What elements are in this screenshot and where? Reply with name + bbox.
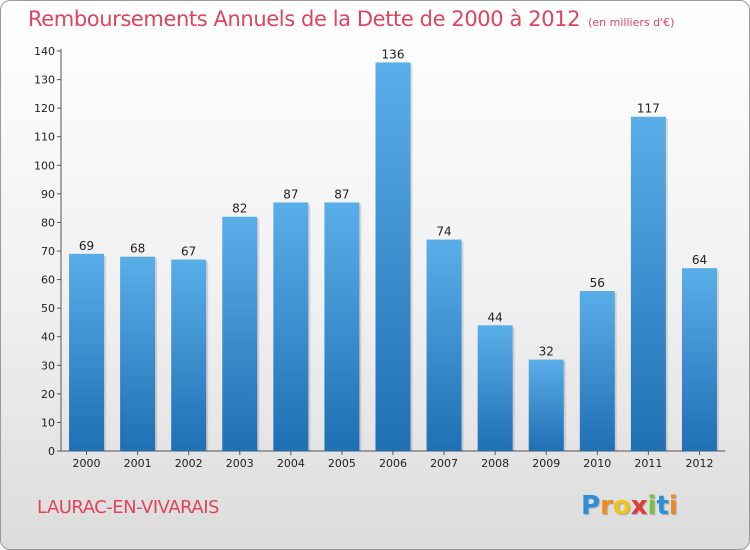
y-tick-label: 30 <box>41 359 55 372</box>
x-tick-label: 2002 <box>175 457 203 470</box>
y-tick-label: 120 <box>34 102 55 115</box>
y-tick-label: 70 <box>41 245 55 258</box>
x-tick-label: 2007 <box>430 457 458 470</box>
bar <box>120 256 156 451</box>
bar-value-label: 68 <box>130 242 145 256</box>
bar-value-label: 87 <box>334 187 349 201</box>
logo-letter: r <box>600 491 613 521</box>
bar-value-label: 69 <box>79 239 94 253</box>
y-tick-label: 0 <box>48 445 55 458</box>
x-tick-label: 2008 <box>481 457 509 470</box>
bar-value-label: 136 <box>382 47 405 61</box>
bar <box>171 259 207 451</box>
bar <box>273 202 309 451</box>
bar <box>681 268 717 451</box>
labels: 69 2000 68 2001 67 2002 82 2003 87 2004 87 2005 136 2… <box>73 47 714 470</box>
title-main: Remboursements Annuels de la Dette de 20… <box>28 7 581 31</box>
bar <box>324 202 360 451</box>
bar-value-label: 74 <box>436 225 451 239</box>
x-tick-label: 2010 <box>583 457 611 470</box>
y-tick-label: 50 <box>41 302 55 315</box>
x-tick-label: 2009 <box>532 457 560 470</box>
bar-value-label: 117 <box>637 102 660 116</box>
x-tick-label: 2004 <box>277 457 305 470</box>
bar-value-label: 32 <box>539 345 554 359</box>
bar <box>222 216 258 451</box>
y-tick-label: 60 <box>41 274 55 287</box>
y-tick-label: 20 <box>41 388 55 401</box>
y-tick-label: 140 <box>34 45 55 58</box>
y-tick-label: 10 <box>41 416 55 429</box>
y-tick-label: 110 <box>34 131 55 144</box>
bar <box>477 325 513 451</box>
logo-letter: i <box>647 491 657 521</box>
chart-title: Remboursements Annuels de la Dette de 20… <box>28 7 674 31</box>
logo-letter: x <box>630 491 648 521</box>
y-tick-label: 80 <box>41 216 55 229</box>
y-tick-label: 40 <box>41 331 55 344</box>
bar <box>528 359 564 451</box>
x-tick-label: 2001 <box>124 457 152 470</box>
proxiti-logo: Proxiti <box>581 491 678 521</box>
bar-value-label: 87 <box>283 187 298 201</box>
bar <box>426 239 462 451</box>
y-tick-label: 90 <box>41 188 55 201</box>
x-tick-label: 2011 <box>634 457 662 470</box>
x-tick-label: 2000 <box>73 457 101 470</box>
logo-letter: P <box>581 491 601 521</box>
x-tick-label: 2006 <box>379 457 407 470</box>
bar <box>69 253 105 451</box>
bar-value-label: 67 <box>181 245 196 259</box>
bars <box>69 62 719 452</box>
bar-value-label: 64 <box>692 253 707 267</box>
bar-value-label: 56 <box>590 276 605 290</box>
y-tick-label: 130 <box>34 74 55 87</box>
commune-name: LAURAC-EN-VIVARAIS <box>37 497 219 518</box>
y-tick-label: 100 <box>34 159 55 172</box>
bar <box>375 62 411 452</box>
title-unit: (en milliers d'€) <box>588 16 675 29</box>
x-tick-label: 2003 <box>226 457 254 470</box>
x-tick-label: 2012 <box>685 457 713 470</box>
bar-value-label: 44 <box>488 310 503 324</box>
logo-letter: o <box>612 491 631 521</box>
x-tick-label: 2005 <box>328 457 356 470</box>
bar-value-label: 82 <box>232 202 247 216</box>
bar <box>630 116 666 451</box>
bar <box>579 291 615 451</box>
axes: 0 10 20 30 40 50 60 70 80 90 100 110 120 130 140 <box>34 45 725 458</box>
logo-letter: t <box>656 491 669 521</box>
logo-letter: i <box>668 491 678 521</box>
